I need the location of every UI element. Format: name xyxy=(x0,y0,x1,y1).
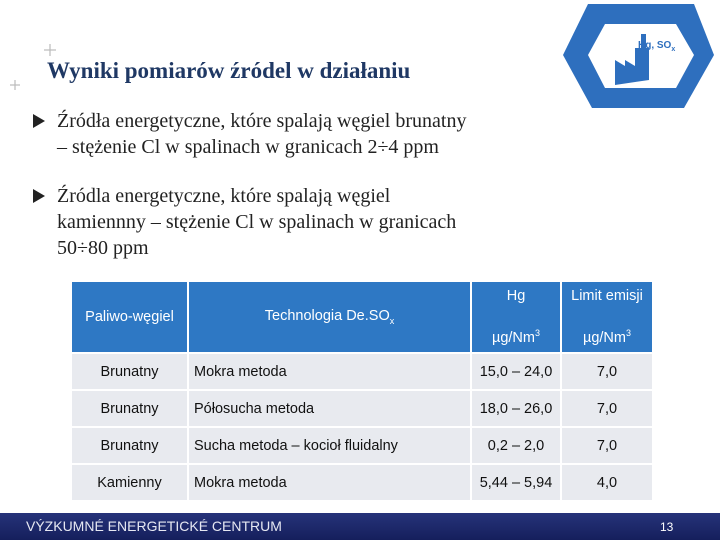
table-cell: 7,0 xyxy=(560,389,654,428)
table-row: Brunatny Mokra metoda 15,0 – 24,0 7,0 xyxy=(70,352,654,391)
header-cell: Hg µg/Nm3 xyxy=(470,280,562,354)
table-cell: 7,0 xyxy=(560,352,654,391)
bullet: Źródła energetyczne, które spalają węgie… xyxy=(57,110,467,158)
table-row: Brunatny Półosucha metoda 18,0 – 26,0 7,0 xyxy=(70,389,654,428)
bullet-arrow xyxy=(33,189,45,203)
bullet: Źródla energetyczne, które spalają węgie… xyxy=(57,185,457,259)
logo-text: Hg, SOx xyxy=(638,40,676,53)
table: Paliwo-węgiel Technologia De.SOx Hg µg/Nm… xyxy=(70,280,654,502)
header-cell: Technologia De.SOx xyxy=(187,280,472,354)
table-cell: Mokra metoda xyxy=(187,463,472,502)
table-cell: Półosucha metoda xyxy=(187,389,472,428)
table-cell: Brunatny xyxy=(70,352,189,391)
table-row: Brunatny Sucha metoda – kocioł fluidalny 0… xyxy=(70,426,654,465)
footer-bar xyxy=(0,513,720,540)
table-cell: Sucha metoda – kocioł fluidalny xyxy=(187,426,472,465)
table-cell: 15,0 – 24,0 xyxy=(470,352,562,391)
table-cell: 0,2 – 2,0 xyxy=(470,426,562,465)
header-cell: Paliwo-węgiel xyxy=(70,280,189,354)
table-cell: Brunatny xyxy=(70,426,189,465)
page-number: 13 xyxy=(660,520,674,534)
header-cell: Limit emisji µg/Nm3 xyxy=(560,280,654,354)
table-row: Kamienny Mokra metoda 5,44 – 5,94 4,0 xyxy=(70,463,654,502)
table-cell: 7,0 xyxy=(560,426,654,465)
footer-text: VÝZKUMNÉ ENERGETICKÉ CENTRUM xyxy=(26,518,282,534)
table-cell: Kamienny xyxy=(70,463,189,502)
table-cell: 18,0 – 26,0 xyxy=(470,389,562,428)
title: Wyniki pomiarów źródel w działaniu xyxy=(47,58,411,83)
table-cell: 5,44 – 5,94 xyxy=(470,463,562,502)
table-cell: Brunatny xyxy=(70,389,189,428)
header-row: Paliwo-węgiel Technologia De.SOx Hg µg/Nm… xyxy=(70,280,654,354)
bullet-arrow xyxy=(33,114,45,128)
table-cell: 4,0 xyxy=(560,463,654,502)
table-cell: Mokra metoda xyxy=(187,352,472,391)
